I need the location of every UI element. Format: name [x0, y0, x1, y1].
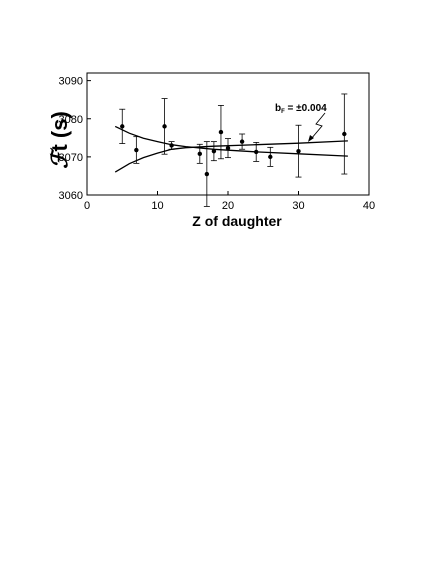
- data-point: [204, 171, 210, 177]
- data-point: [211, 148, 217, 154]
- data-point: [134, 147, 139, 153]
- fit-curve: [114, 125, 348, 157]
- x-tick-label: 0: [84, 200, 90, 212]
- x-axis-label: Z of daughter: [192, 213, 282, 229]
- data-point: [239, 139, 245, 144]
- data-point: [225, 145, 231, 151]
- y-axis-label-script: ℱ: [47, 147, 73, 169]
- y-axis-label-text: t (s): [47, 111, 72, 151]
- fit-curves: [114, 125, 348, 173]
- data-points: [119, 93, 348, 207]
- y-tick-label: 3070: [59, 152, 83, 164]
- y-axis-label: ℱt (s): [47, 111, 73, 169]
- data-point: [254, 149, 259, 155]
- svg-text:ℱt (s): ℱt (s): [47, 111, 73, 169]
- x-tick-label: 40: [363, 200, 375, 212]
- annotation-subscript: F: [281, 109, 285, 115]
- data-point: [342, 131, 347, 137]
- x-tick-label: 10: [151, 200, 163, 212]
- fit-curve: [114, 140, 348, 173]
- annotation-label: bF = ±0.004: [275, 103, 327, 115]
- data-point: [218, 129, 224, 135]
- data-point: [120, 124, 125, 129]
- y-tick-label: 3080: [59, 114, 83, 126]
- x-tick-label: 30: [292, 200, 304, 212]
- annotation-leader: [310, 112, 326, 140]
- annotation-value: = ±0.004: [285, 103, 327, 114]
- data-point: [169, 143, 174, 148]
- axis-ticks: 0 10 20 30 40 3060 3070 3080 3090: [59, 76, 376, 212]
- data-point: [268, 154, 273, 160]
- x-tick-label: 20: [222, 200, 234, 212]
- annotation-b: b: [275, 103, 281, 114]
- y-tick-label: 3090: [59, 76, 83, 88]
- data-point: [197, 151, 202, 157]
- annotation-arrowhead: [308, 135, 314, 142]
- plot-frame: [86, 72, 370, 196]
- data-point: [162, 124, 167, 129]
- data-point: [296, 148, 301, 154]
- y-tick-label: 3060: [59, 190, 83, 202]
